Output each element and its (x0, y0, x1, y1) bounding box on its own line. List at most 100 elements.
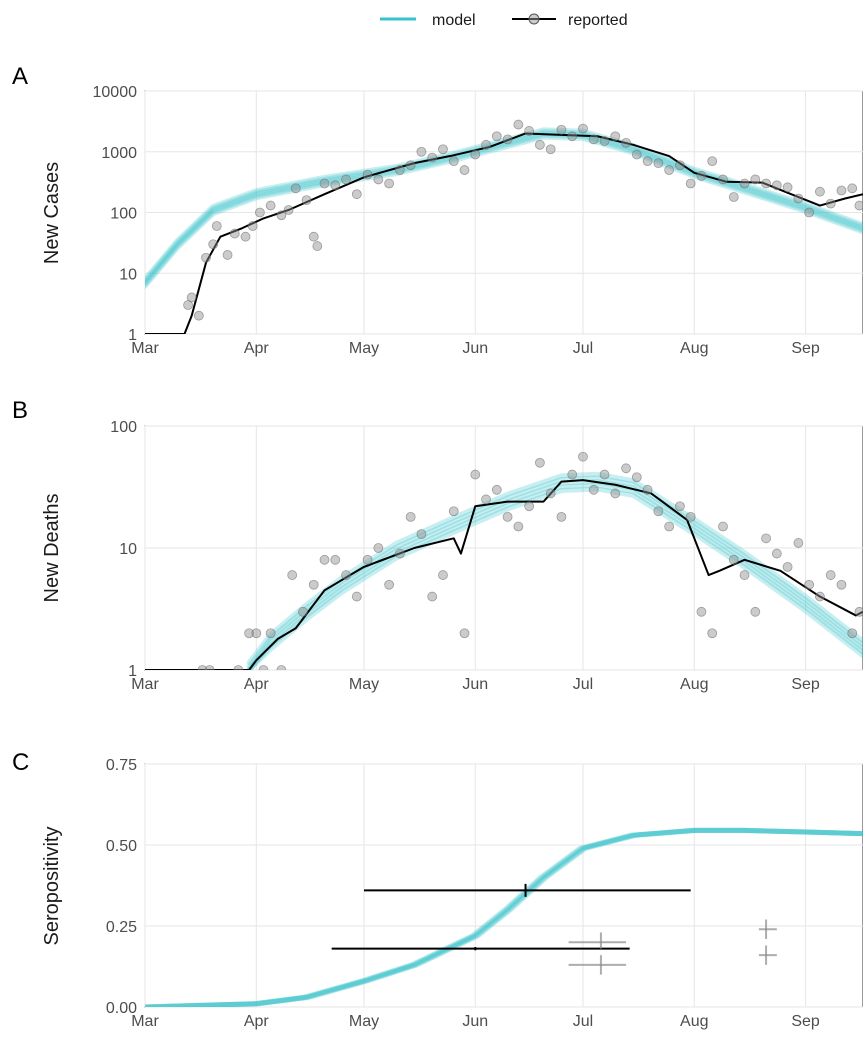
panel-a-label: A (12, 63, 28, 90)
panel-b-reported-point (470, 469, 481, 480)
panel-c-ylabel: Seropositivity (41, 827, 63, 946)
panel-b-reported-point (524, 501, 535, 512)
panel-a-reported-point (308, 231, 319, 242)
panel-b-reported-point (728, 554, 739, 565)
panel-a-reported-point (696, 171, 707, 181)
panel-b-reported-point (233, 665, 244, 670)
panel-b-reported-point (599, 469, 610, 480)
panel-c-model-trajectory (145, 827, 863, 1007)
panel-c-xtick-label: Apr (244, 1013, 270, 1030)
panel-a-reported-point (535, 139, 545, 150)
panel-c-plot-area (144, 763, 863, 1008)
panel-a-reported-point (854, 200, 863, 211)
panel-a-series (145, 119, 863, 334)
legend-model-label: model (432, 12, 476, 29)
panel-a-reported-point (229, 228, 240, 239)
panel-a-reported-point (211, 221, 222, 231)
panel-a-reported-point (301, 195, 312, 205)
panel-b-reported-point (287, 570, 298, 580)
panel-a-reported-point (815, 186, 825, 197)
panel-a-model-trajectory (145, 132, 863, 287)
panel-b-reported-point (491, 484, 502, 495)
panel-b-reported-point (621, 463, 631, 474)
panel-b-reported-point (696, 606, 707, 617)
panel-a-reported-point (567, 131, 578, 142)
panel-b-model-trajectory (246, 475, 863, 669)
panel-b-ytick-label: 1 (128, 663, 137, 680)
panel-b-label: B (12, 397, 28, 424)
panel-a-reported-point (685, 178, 696, 189)
panel-a-reported-point (222, 250, 233, 260)
panel-a-reported-point (610, 131, 621, 142)
panel-a-reported-point (276, 210, 287, 221)
panel-b-model-trajectory (246, 482, 863, 670)
panel-a-reported-point (265, 200, 276, 211)
panel-b-reported-point (405, 511, 416, 522)
panel-b-reported-point (836, 579, 847, 590)
panel-b-reported-point (384, 579, 395, 590)
panel-b-reported-point (448, 506, 459, 517)
legend-item-model: model (380, 12, 476, 29)
panel-a-reported-point (513, 119, 524, 130)
panel-b-xtick-label: Jul (573, 676, 593, 693)
panel-c-xtick-label: Sep (791, 1013, 820, 1030)
legend-item-reported: reported (512, 12, 628, 29)
panel-a-reported-point (545, 144, 556, 155)
panel-a-ytick-label: 100 (110, 206, 137, 223)
panel-b-reported-point (204, 665, 215, 670)
panel-a-reported-point (825, 198, 836, 209)
panel-a-reported-point (459, 165, 470, 175)
panel-c-xtick-label: Aug (680, 1013, 708, 1030)
panel-a-reported-point (186, 292, 197, 303)
panel-a-reported-point (470, 149, 481, 160)
panel-a-reported-point (588, 134, 599, 145)
panel-b-reported-point (244, 628, 255, 639)
panel-b-reported-line (145, 479, 863, 670)
panel-a-reported-point (707, 156, 718, 167)
panel-a-reported-point (524, 126, 535, 136)
panel-c-ytick-label: 0.00 (106, 1000, 137, 1017)
panel-a-reported-point (664, 165, 675, 175)
panel-a-reported-point (373, 174, 384, 185)
panel-b-reported-point (330, 554, 341, 565)
panel-a-reported-point (405, 160, 416, 171)
panel-a-reported-point (394, 165, 405, 175)
panel-b-reported-point (815, 591, 825, 602)
panel-b-reported-point (782, 561, 793, 572)
panel-b-reported-point (664, 521, 675, 532)
panel-a-reported-point (728, 192, 739, 202)
legend-reported-label: reported (568, 12, 628, 29)
panel-a-reported-point (578, 123, 588, 134)
panel-b-ytick-label: 100 (110, 419, 137, 436)
panel-a-ylabel: New Cases (41, 162, 63, 264)
panel-c: C Seropositivity 0.00 0.25 0.50 0.75 Mar Apr M… (12, 749, 863, 1030)
panel-a-xtick-label: Sep (791, 340, 820, 357)
panel-b-marks: 1 10 100 Mar Apr May Jun Jul Aug Sep (110, 419, 863, 693)
panel-b-reported-point (750, 606, 761, 617)
panel-a-marks: 1 10 100 1000 10000 Mar Apr May Jun Jul Aug Sep (93, 84, 863, 357)
panel-a-reported-point (599, 136, 610, 146)
panel-a-reported-point (502, 134, 513, 145)
panel-a-reported-point (836, 185, 847, 196)
panel-c-ytick-label: 0.50 (106, 838, 137, 855)
panel-a-reported-point (750, 174, 761, 185)
panel-a-ytick-label: 10000 (93, 84, 138, 101)
panel-c-label: C (12, 749, 29, 776)
panel-a-reported-point (351, 189, 362, 200)
panel-b-ylabel: New Deaths (41, 494, 63, 603)
panel-b-reported-point (341, 570, 351, 580)
legend: model reported (380, 12, 628, 29)
panel-a-reported-point (653, 158, 664, 169)
panel-b-reported-point (718, 521, 728, 532)
panel-a: A New Cases 1 10 100 1000 10000 Mar Apr May Jun J… (12, 63, 863, 357)
panel-a-reported-point (481, 139, 491, 150)
panel-a-reported-point (771, 180, 782, 191)
panel-b-reported-point (825, 570, 836, 580)
panel-b-reported-point (535, 457, 545, 468)
panel-a-reported-point (312, 241, 323, 251)
panel-c-model-trajectory (145, 827, 863, 1007)
panel-a-reported-point (240, 231, 251, 242)
panel-b-reported-point (197, 665, 208, 670)
panel-a-reported-point (362, 169, 373, 180)
